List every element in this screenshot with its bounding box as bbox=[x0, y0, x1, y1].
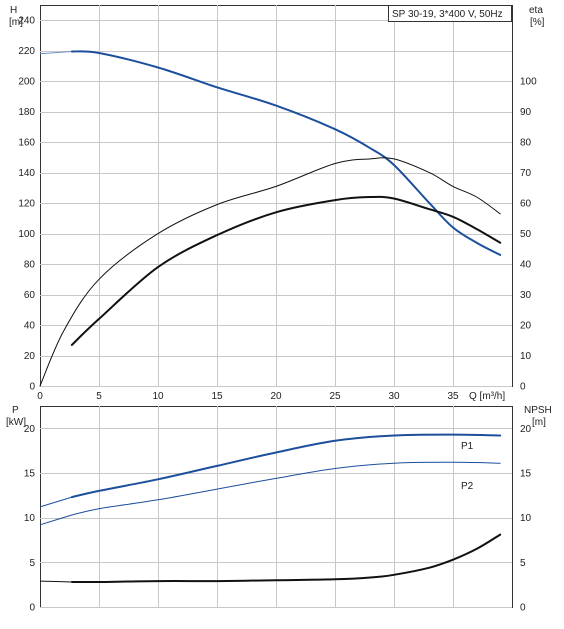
head-plot-grid bbox=[40, 5, 512, 387]
power-p2-curve-extension bbox=[39, 514, 73, 526]
x-axis-label-group: Q [m³/h] bbox=[466, 389, 511, 403]
y-tick-label-left: 5 bbox=[29, 558, 35, 569]
y-tick-label-left: 60 bbox=[24, 290, 36, 301]
y-axis-left-unit: [kW] bbox=[6, 417, 26, 428]
power-plot-series bbox=[39, 433, 502, 584]
y-tick-label-right: 15 bbox=[520, 469, 532, 480]
y-axis-left-label: P bbox=[12, 405, 19, 416]
y-tick-label-right: 60 bbox=[520, 199, 532, 210]
y-tick-label-right: 50 bbox=[520, 229, 532, 240]
chart-title-box: SP 30-19, 3*400 V, 50Hz bbox=[388, 5, 512, 22]
y-axis-right-label: NPSH bbox=[524, 405, 552, 416]
y-tick-label-left: 80 bbox=[24, 260, 36, 271]
y-tick-label-left: 0 bbox=[29, 382, 35, 393]
power-plot-tick-labels: 0 5 10 15 20 0 5 10 15 20 bbox=[24, 424, 532, 614]
power-p2-curve bbox=[71, 461, 501, 516]
series-label-p2: P2 bbox=[461, 481, 474, 492]
y-tick-label-left: 20 bbox=[24, 424, 36, 435]
y-axis-left-unit: [m] bbox=[9, 17, 23, 28]
series-label-p1: P1 bbox=[461, 441, 474, 452]
y-tick-label-left: 20 bbox=[24, 351, 36, 362]
x-tick-label: 25 bbox=[329, 391, 341, 402]
efficiency-curve-thick bbox=[70, 195, 502, 346]
y-tick-label-right: 100 bbox=[520, 77, 537, 88]
y-tick-label-right: 10 bbox=[520, 351, 532, 362]
y-axis-left-label: H bbox=[10, 5, 17, 16]
y-tick-label-left: 10 bbox=[24, 513, 36, 524]
y-tick-label-left: 160 bbox=[18, 138, 35, 149]
npsh-curve-extension bbox=[39, 580, 72, 583]
efficiency-curve-thin bbox=[39, 157, 501, 387]
y-tick-label-left: 240 bbox=[18, 16, 35, 27]
power-p1-curve bbox=[70, 433, 502, 499]
x-tick-label: 30 bbox=[388, 391, 400, 402]
y-tick-label-right: 30 bbox=[520, 290, 532, 301]
x-tick-label: 0 bbox=[37, 391, 43, 402]
y-tick-label-left: 40 bbox=[24, 321, 36, 332]
y-tick-label-left: 180 bbox=[18, 107, 35, 118]
head-curve bbox=[70, 50, 502, 256]
chart-title-background bbox=[388, 5, 512, 22]
x-tick-label: 5 bbox=[96, 391, 102, 402]
head-curve-extension bbox=[39, 51, 72, 55]
power-p1-curve-extension bbox=[39, 496, 73, 508]
head-efficiency-plot: 0204060801001201401601802002202400102030… bbox=[9, 5, 545, 403]
x-axis-label-background bbox=[466, 389, 511, 403]
y-axis-right-unit: [m] bbox=[532, 417, 546, 428]
x-axis-label: Q [m³/h] bbox=[469, 391, 505, 402]
npsh-curve bbox=[70, 533, 502, 584]
y-tick-label-right: 5 bbox=[520, 558, 526, 569]
y-tick-label-right: 70 bbox=[520, 168, 532, 179]
y-tick-label-left: 0 bbox=[29, 603, 35, 614]
y-tick-label-left: 15 bbox=[24, 469, 36, 480]
head-plot-series bbox=[39, 50, 502, 387]
y-tick-label-right: 0 bbox=[520, 382, 526, 393]
y-tick-label-left: 200 bbox=[18, 77, 35, 88]
power-plot-grid bbox=[40, 406, 512, 608]
y-tick-label-left: 100 bbox=[18, 229, 35, 240]
power-npsh-plot: 0 5 10 15 20 0 5 10 15 20 P [kW] NPSH [m] P1 P2 bbox=[6, 405, 552, 614]
y-axis-right-unit: [%] bbox=[530, 17, 545, 28]
y-tick-label-left: 120 bbox=[18, 199, 35, 210]
y-tick-label-right: 20 bbox=[520, 321, 532, 332]
x-tick-label: 35 bbox=[447, 391, 459, 402]
x-tick-label: 20 bbox=[270, 391, 282, 402]
y-tick-label-left: 140 bbox=[18, 168, 35, 179]
y-tick-label-right: 20 bbox=[520, 424, 532, 435]
head-plot-tick-labels: 0204060801001201401601802002202400102030… bbox=[18, 16, 537, 402]
y-tick-label-right: 0 bbox=[520, 603, 526, 614]
x-tick-label: 15 bbox=[211, 391, 223, 402]
chart-title: SP 30-19, 3*400 V, 50Hz bbox=[392, 9, 503, 20]
y-tick-label-right: 90 bbox=[520, 107, 532, 118]
y-tick-label-left: 220 bbox=[18, 46, 35, 57]
y-axis-right-label: eta bbox=[529, 5, 543, 16]
y-tick-label-right: 80 bbox=[520, 138, 532, 149]
y-tick-label-right: 40 bbox=[520, 260, 532, 271]
x-tick-label: 10 bbox=[152, 391, 164, 402]
y-tick-label-right: 10 bbox=[520, 513, 532, 524]
